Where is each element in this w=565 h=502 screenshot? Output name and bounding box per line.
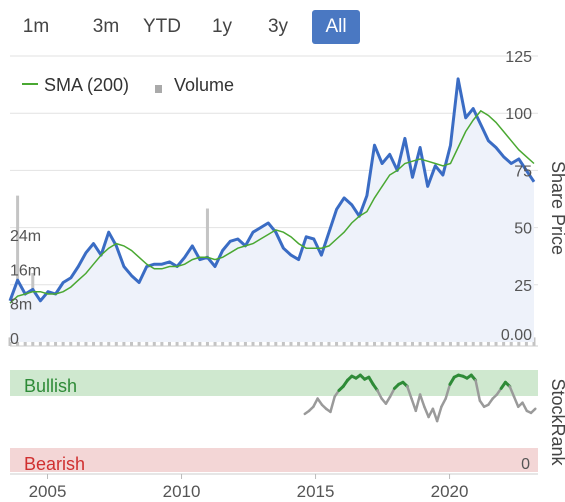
stockrank-segment (512, 395, 520, 409)
stockrank-segment (521, 401, 529, 413)
stockrank-segment (431, 407, 439, 423)
stockrank-segment (388, 387, 396, 398)
tab-all[interactable]: All (312, 10, 360, 44)
stockrank-segment (435, 405, 443, 423)
stockrank-segment (508, 385, 516, 398)
price-axis-label: Share Price (548, 161, 565, 255)
price-area-fill (10, 78, 534, 343)
stockrank-segment (406, 385, 413, 400)
tab-3m[interactable]: 3m (92, 16, 120, 37)
sma-line (9, 109, 535, 304)
stockrank-segment (414, 393, 422, 413)
price-tick-label: 100 (505, 106, 532, 123)
bearish-label: Bearish (24, 454, 85, 474)
x-tick-label: 2015 (297, 482, 335, 501)
x-axis-ticks: 2005 2010 2015 2020 (29, 474, 469, 501)
volume-legend-label: Volume (174, 75, 234, 95)
stockrank-zero-tick: 0 (521, 456, 530, 473)
stockrank-segment (312, 397, 319, 409)
stockrank-segment (376, 389, 383, 400)
price-tick-label: 50 (514, 221, 532, 238)
volume-tick-label: 0 (10, 331, 19, 348)
volume-axis-ticks: 24m 16m 8m 0 (10, 228, 41, 348)
stockrank-segment (384, 395, 392, 405)
volume-tick-label: 24m (10, 228, 41, 245)
price-tick-label: 125 (505, 49, 532, 66)
stockrank-line (303, 373, 537, 423)
x-tick-label: 2010 (163, 482, 201, 501)
price-tick-label: 0.00 (501, 327, 532, 344)
stockrank-segment (474, 378, 482, 402)
stockrank-segment (529, 407, 537, 415)
stockrank-segment (423, 405, 430, 419)
bullish-label: Bullish (24, 376, 77, 396)
price-axis-ticks: 125 100 75 50 25 0.00 (501, 49, 532, 344)
volume-tick-label: 8m (10, 297, 32, 314)
price-tick-label: 75 (514, 163, 532, 180)
price-tick-label: 25 (514, 278, 532, 295)
volume-bar (16, 195, 20, 346)
tab-1y[interactable]: 1y (211, 16, 233, 37)
sma-legend-label: SMA (200) (44, 75, 129, 95)
volume-tick-label: 16m (10, 262, 41, 279)
tab-3y[interactable]: 3y (267, 16, 289, 37)
tab-ytd[interactable]: YTD (143, 16, 181, 37)
price-line (8, 77, 536, 303)
volume-legend-swatch (155, 85, 162, 93)
stockrank-segment (329, 395, 336, 414)
stockrank-axis-label: StockRank (548, 378, 565, 466)
stockrank-segment (418, 393, 426, 409)
stockrank-segment (440, 397, 447, 409)
stockrank-segment (444, 383, 452, 400)
x-tick-label: 2005 (29, 482, 67, 501)
bearish-band (10, 448, 538, 472)
x-tick-label: 2020 (431, 482, 469, 501)
tab-1m[interactable]: 1m (22, 16, 50, 37)
